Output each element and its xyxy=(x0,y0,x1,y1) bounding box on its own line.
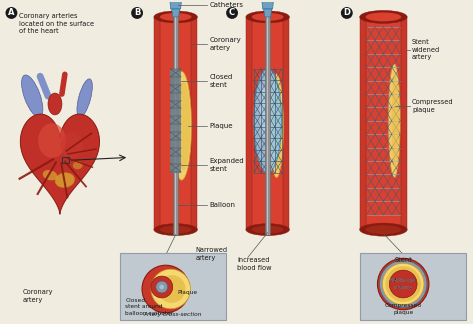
Ellipse shape xyxy=(270,74,283,178)
Text: Coronary
artery: Coronary artery xyxy=(22,289,53,303)
Ellipse shape xyxy=(176,81,191,170)
Ellipse shape xyxy=(22,75,43,117)
Polygon shape xyxy=(283,17,289,230)
Polygon shape xyxy=(366,17,401,230)
Polygon shape xyxy=(170,0,182,9)
Ellipse shape xyxy=(154,224,197,236)
Ellipse shape xyxy=(359,223,407,236)
Circle shape xyxy=(377,258,429,310)
Text: Widened
artery: Widened artery xyxy=(389,278,417,290)
Text: Closed
stent: Closed stent xyxy=(209,74,233,88)
Text: Narrowed
artery: Narrowed artery xyxy=(195,248,228,261)
Text: Coronary
artery: Coronary artery xyxy=(209,37,241,51)
Ellipse shape xyxy=(43,170,57,180)
Text: Increased
blood flow: Increased blood flow xyxy=(237,257,272,271)
Polygon shape xyxy=(192,17,197,230)
Circle shape xyxy=(226,7,238,19)
Circle shape xyxy=(385,266,421,302)
Text: Plaque: Plaque xyxy=(209,123,233,129)
Ellipse shape xyxy=(77,79,92,117)
Ellipse shape xyxy=(172,71,192,180)
Circle shape xyxy=(151,276,173,298)
Ellipse shape xyxy=(55,173,75,188)
Ellipse shape xyxy=(260,85,270,137)
Ellipse shape xyxy=(246,224,289,236)
Text: C: C xyxy=(229,8,235,17)
Text: Balloon: Balloon xyxy=(209,202,235,208)
Circle shape xyxy=(156,281,168,293)
Ellipse shape xyxy=(254,69,281,173)
Text: Catheters: Catheters xyxy=(209,2,243,8)
Polygon shape xyxy=(154,17,160,230)
Text: D: D xyxy=(343,8,350,17)
Circle shape xyxy=(142,265,190,313)
Text: Artery cross-section: Artery cross-section xyxy=(143,312,202,317)
Polygon shape xyxy=(170,69,181,173)
Ellipse shape xyxy=(160,13,192,21)
Polygon shape xyxy=(246,17,252,230)
Circle shape xyxy=(160,285,163,288)
Text: Closed
stent around
balloon catheter: Closed stent around balloon catheter xyxy=(125,298,174,316)
Polygon shape xyxy=(174,12,178,235)
Polygon shape xyxy=(264,9,272,17)
Ellipse shape xyxy=(273,84,282,168)
Circle shape xyxy=(389,270,417,298)
Circle shape xyxy=(159,284,165,290)
Text: Coronary arteries
located on the surface
of the heart: Coronary arteries located on the surface… xyxy=(19,13,95,34)
Text: Widened
artery: Widened artery xyxy=(389,278,417,290)
Circle shape xyxy=(151,269,191,309)
Polygon shape xyxy=(160,17,192,230)
Ellipse shape xyxy=(61,132,83,159)
Polygon shape xyxy=(20,114,99,214)
Circle shape xyxy=(6,7,18,19)
Text: Stent: Stent xyxy=(394,257,412,263)
Circle shape xyxy=(158,275,185,303)
Text: Compressed
plaque: Compressed plaque xyxy=(412,99,454,113)
Ellipse shape xyxy=(160,226,192,234)
Ellipse shape xyxy=(392,74,399,168)
Polygon shape xyxy=(359,17,366,230)
Polygon shape xyxy=(172,9,180,17)
Ellipse shape xyxy=(246,11,289,23)
Polygon shape xyxy=(262,0,273,9)
Ellipse shape xyxy=(73,161,83,169)
Text: B: B xyxy=(134,8,140,17)
Polygon shape xyxy=(175,12,176,235)
Text: Stent
widened
artery: Stent widened artery xyxy=(412,39,440,60)
Polygon shape xyxy=(265,12,270,235)
FancyBboxPatch shape xyxy=(120,253,226,320)
Text: Plaque: Plaque xyxy=(178,290,198,295)
Ellipse shape xyxy=(48,93,62,115)
Circle shape xyxy=(379,260,427,308)
Ellipse shape xyxy=(388,64,400,178)
Circle shape xyxy=(341,7,353,19)
Text: A: A xyxy=(8,8,15,17)
Ellipse shape xyxy=(154,11,197,23)
Ellipse shape xyxy=(252,13,283,21)
Circle shape xyxy=(131,7,143,19)
Ellipse shape xyxy=(252,226,283,234)
Ellipse shape xyxy=(366,12,401,21)
Ellipse shape xyxy=(359,10,407,23)
Ellipse shape xyxy=(38,123,66,158)
Polygon shape xyxy=(252,17,283,230)
Polygon shape xyxy=(267,12,269,235)
Ellipse shape xyxy=(366,225,401,234)
Circle shape xyxy=(383,263,424,305)
Text: Compressed
plaque: Compressed plaque xyxy=(385,303,422,315)
FancyBboxPatch shape xyxy=(359,253,465,320)
Text: Expanded
stent: Expanded stent xyxy=(209,158,244,172)
Polygon shape xyxy=(401,17,407,230)
